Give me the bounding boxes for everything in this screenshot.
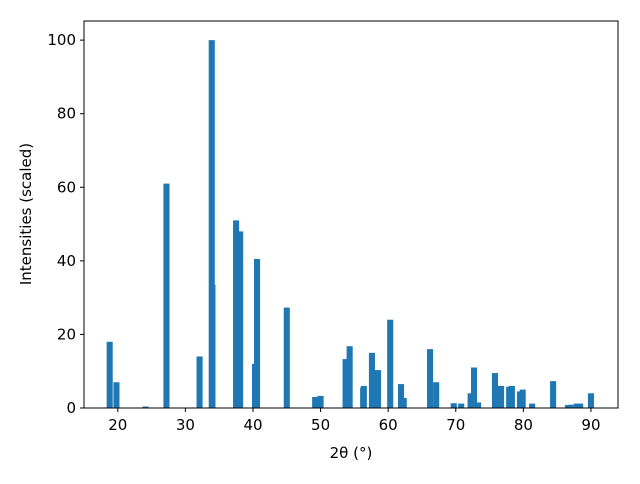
bar [106, 341, 113, 408]
bar [163, 183, 170, 408]
y-tick-label: 100 [47, 31, 76, 49]
bar [498, 385, 505, 408]
y-tick-label: 0 [66, 399, 76, 417]
bar [450, 403, 457, 408]
bar [508, 385, 515, 408]
x-tick-label: 90 [581, 416, 600, 434]
y-tick-label: 60 [57, 178, 76, 196]
y-axis-label: Intensities (scaled) [17, 143, 35, 285]
bar [458, 403, 465, 408]
bar [283, 307, 290, 408]
bar [346, 346, 353, 408]
bar [397, 384, 405, 408]
bar [312, 396, 319, 408]
bar [400, 398, 407, 408]
bar [529, 403, 536, 408]
bar [317, 395, 324, 408]
x-tick-label: 50 [311, 416, 330, 434]
bar [233, 220, 240, 408]
bar [387, 319, 394, 408]
axes-frame [83, 20, 619, 409]
bar [208, 40, 215, 409]
bar [491, 373, 499, 408]
bar [237, 231, 244, 408]
x-tick-label: 30 [176, 416, 195, 434]
bar [433, 382, 440, 408]
bar [254, 259, 261, 408]
bar [467, 393, 474, 408]
bar [142, 406, 149, 408]
x-tick-label: 70 [446, 416, 465, 434]
bar [577, 403, 584, 408]
bar [470, 367, 478, 408]
bar [113, 382, 120, 408]
bar [573, 403, 580, 408]
bar [475, 402, 482, 408]
bar [342, 359, 349, 408]
bar [196, 356, 203, 408]
bar [587, 393, 595, 408]
bar [550, 381, 557, 408]
bar [209, 284, 216, 408]
x-axis-label: 2θ (°) [330, 444, 373, 462]
y-tick-label: 20 [57, 325, 76, 343]
bar [519, 389, 526, 408]
x-tick-label: 40 [243, 416, 262, 434]
x-tick-label: 80 [514, 416, 533, 434]
bar [368, 352, 375, 408]
bar [567, 404, 574, 408]
x-tick-label: 20 [108, 416, 127, 434]
bar [374, 370, 382, 408]
y-tick-label: 40 [57, 252, 76, 270]
bar [360, 385, 367, 408]
x-tick-label: 60 [379, 416, 398, 434]
bar [427, 349, 434, 408]
y-tick-label: 80 [57, 105, 76, 123]
